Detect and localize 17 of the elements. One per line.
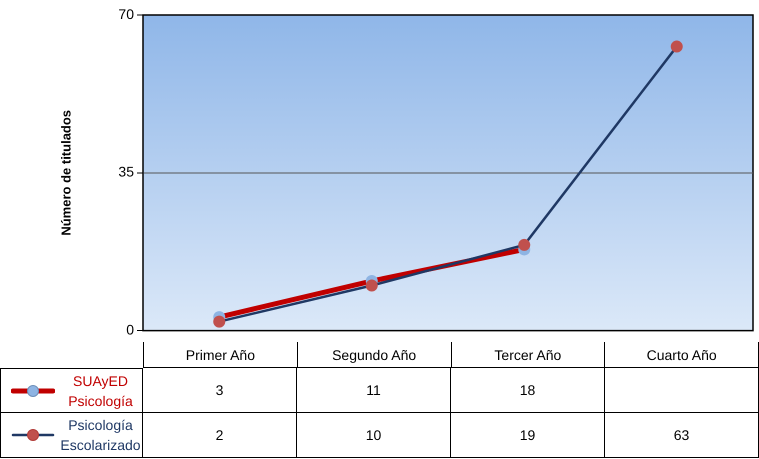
x-tick-label: Cuarto Año — [605, 342, 759, 368]
x-tick-label: Tercer Año — [452, 342, 606, 368]
data-label: 3 — [143, 368, 297, 413]
data-label: 19 — [451, 413, 605, 458]
y-tick-label: 0 — [126, 321, 134, 338]
data-label: 2 — [143, 413, 297, 458]
text: Psicología Escolarizado — [59, 416, 142, 455]
x-tick-label: Segundo Año — [298, 342, 452, 368]
y-tick-label: 35 — [118, 164, 134, 180]
y-tick-label: 70 — [118, 6, 134, 22]
data-label: 63 — [605, 413, 759, 458]
data-label: 18 — [451, 368, 605, 413]
data-label: 10 — [297, 413, 451, 458]
legend-label: SUAyED Psicología — [67, 372, 134, 410]
data-label: 11 — [297, 368, 451, 413]
x-tick-label: Primer Año — [144, 342, 298, 368]
y-axis-title: Número de titulados — [58, 110, 74, 236]
